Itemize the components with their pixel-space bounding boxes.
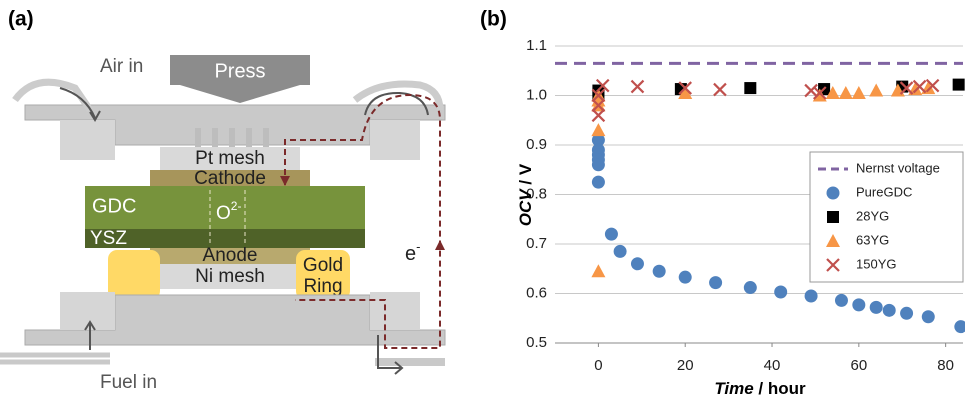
panel-label: (a) bbox=[8, 8, 34, 31]
gold-ring-label: Gold bbox=[303, 255, 343, 276]
point bbox=[744, 82, 756, 94]
point bbox=[614, 245, 627, 258]
press-label: Press bbox=[214, 60, 265, 82]
cell-diagram: Press Pt mesh Cathode GDC YSZ O2- Anode … bbox=[0, 55, 445, 393]
point bbox=[852, 298, 865, 311]
fuel-in-label: Fuel in bbox=[100, 372, 157, 393]
point bbox=[631, 81, 643, 93]
point bbox=[592, 176, 605, 189]
legend-label: 150YG bbox=[856, 256, 896, 271]
air-in-label: Air in bbox=[100, 56, 143, 77]
gold-ring-label: Ring bbox=[303, 276, 342, 297]
point bbox=[591, 264, 605, 277]
point bbox=[592, 158, 605, 171]
point bbox=[953, 79, 965, 91]
y-tick-label: 0.5 bbox=[526, 334, 547, 351]
point bbox=[709, 276, 722, 289]
point bbox=[869, 84, 883, 97]
x-axis-label: Time / hour bbox=[714, 379, 806, 398]
figure: (a) (b) Press Pt mesh Cathode GDC YSZ O2… bbox=[0, 0, 965, 400]
point bbox=[900, 307, 913, 320]
ysz-label: YSZ bbox=[90, 228, 127, 249]
point bbox=[631, 257, 644, 270]
legend-label: 28YG bbox=[856, 208, 889, 223]
legend-swatch bbox=[827, 211, 839, 223]
point bbox=[805, 85, 817, 97]
point bbox=[883, 304, 896, 317]
point bbox=[714, 84, 726, 96]
y-tick-label: 0.9 bbox=[526, 136, 547, 153]
point bbox=[922, 310, 935, 323]
point bbox=[954, 320, 965, 333]
anode-label: Anode bbox=[203, 245, 258, 266]
y-tick-label: 1.0 bbox=[526, 86, 547, 103]
point bbox=[774, 286, 787, 299]
point bbox=[605, 228, 618, 241]
y-axis-label: OCV / V bbox=[516, 163, 535, 226]
panel-label: (b) bbox=[480, 8, 507, 31]
point bbox=[852, 86, 866, 99]
point bbox=[653, 265, 666, 278]
x-tick-label: 0 bbox=[594, 357, 602, 374]
point bbox=[805, 289, 818, 302]
legend-label: Nernst voltage bbox=[856, 160, 940, 175]
y-tick-label: 0.6 bbox=[526, 284, 547, 301]
y-tick-label: 1.1 bbox=[526, 37, 547, 54]
x-tick-label: 60 bbox=[850, 357, 867, 374]
legend-swatch bbox=[827, 187, 840, 200]
y-tick-label: 0.7 bbox=[526, 235, 547, 252]
point bbox=[744, 281, 757, 294]
x-tick-label: 40 bbox=[764, 357, 781, 374]
point bbox=[870, 301, 883, 314]
x-tick-label: 20 bbox=[677, 357, 694, 374]
point bbox=[835, 294, 848, 307]
ni-mesh-label: Ni mesh bbox=[195, 266, 265, 287]
electron-label: e- bbox=[405, 239, 420, 265]
x-tick-label: 80 bbox=[937, 357, 954, 374]
legend-label: 63YG bbox=[856, 232, 889, 247]
legend-label: PureGDC bbox=[856, 184, 912, 199]
cathode-label: Cathode bbox=[194, 168, 266, 189]
pt-mesh-label: Pt mesh bbox=[195, 148, 265, 169]
point bbox=[591, 123, 605, 136]
pipe bbox=[0, 355, 110, 362]
gdc-label: GDC bbox=[92, 195, 136, 217]
point bbox=[679, 271, 692, 284]
point bbox=[839, 86, 853, 99]
gold-ring bbox=[108, 250, 160, 300]
